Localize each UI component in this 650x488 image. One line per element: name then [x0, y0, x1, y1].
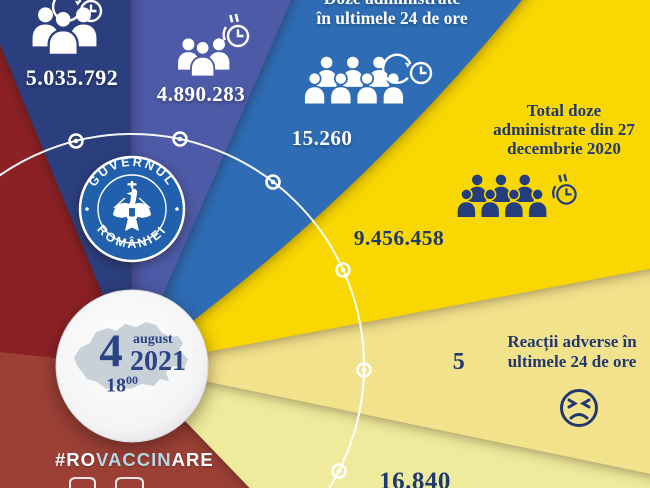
- arc-node: [172, 131, 188, 147]
- value-light: 16.840: [379, 468, 451, 488]
- vial-icon-right: [115, 477, 144, 488]
- pale-title-line1: Reacții adverse în: [507, 332, 637, 351]
- badge-minutes: 00: [126, 373, 138, 387]
- romania-map-icon: [74, 322, 188, 389]
- segment-pale-yellow: [132, 259, 650, 474]
- badge-year: 2021: [130, 346, 186, 377]
- badge-month: august: [133, 332, 173, 347]
- yellow-title-line2: administrate din 27: [493, 120, 635, 139]
- blue-title-line2: în ultimele 24 de ore: [316, 8, 468, 28]
- clock-pause-icon-yellow: [552, 173, 577, 205]
- hashtag-part3: ARE: [171, 449, 214, 470]
- sad-face-icon: [560, 389, 598, 427]
- badge-time: 1800: [106, 374, 156, 397]
- segment-blue: [132, 0, 522, 366]
- badge-hour: 18: [106, 374, 126, 397]
- segment-yellow: [132, 0, 650, 366]
- blue-title-line1: Doze administrate: [285, 0, 499, 8]
- segment-violet: [120, 0, 292, 366]
- yellow-title-line3: decembrie 2020: [507, 139, 621, 158]
- value-navy: 5.035.792: [25, 65, 119, 90]
- arc-node: [356, 362, 372, 378]
- arc-node: [331, 463, 347, 479]
- seal-eagle-icon: [113, 181, 151, 231]
- hashtag-part1: #RO: [55, 449, 97, 470]
- value-yellow: 9.456.458: [353, 226, 445, 250]
- hashtag-part2: VACCIN: [96, 449, 172, 470]
- vial-icon-left: [69, 477, 96, 488]
- segment-light-yellow: [132, 366, 650, 488]
- hashtag: #ROVACCINARE: [55, 449, 213, 470]
- arc-node: [68, 133, 84, 149]
- pale-title-line2: ultimele 24 de ore: [507, 351, 637, 371]
- value-blue: 15.260: [291, 126, 353, 150]
- clock-refresh-icon-blue: [381, 53, 433, 85]
- vial-icons: [69, 477, 144, 488]
- clock-refresh-icon-navy: [51, 0, 103, 23]
- value-pale: 5: [452, 349, 466, 375]
- blue-segment-title: Doze administrate în ultimele 24 de ore: [285, 0, 499, 28]
- pale-segment-title: Reacții adverse în ultimele 24 de ore: [478, 332, 650, 371]
- date-badge: [55, 289, 209, 443]
- arc-node: [265, 174, 281, 190]
- yellow-segment-title: Total doze administrate din 27 decembrie…: [468, 101, 650, 158]
- timeline-arc: [0, 133, 365, 488]
- segment-navy: [0, 0, 132, 366]
- timeline-nodes: [68, 131, 372, 479]
- government-seal: GUVERNUL ROMÂNIEI: [78, 155, 186, 263]
- badge-day: 4: [99, 325, 123, 377]
- clock-pause-icon-violet: [222, 13, 250, 48]
- yellow-title-line1: Total doze: [526, 101, 602, 120]
- arc-node: [335, 262, 351, 278]
- value-violet: 4.890.283: [156, 82, 246, 106]
